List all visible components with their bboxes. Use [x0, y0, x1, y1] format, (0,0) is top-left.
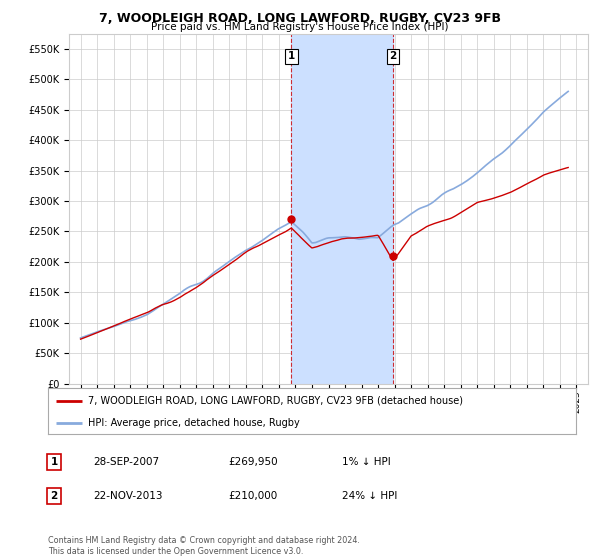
Text: 24% ↓ HPI: 24% ↓ HPI: [342, 491, 397, 501]
Text: 2: 2: [50, 491, 58, 501]
Text: 22-NOV-2013: 22-NOV-2013: [93, 491, 163, 501]
Text: 7, WOODLEIGH ROAD, LONG LAWFORD, RUGBY, CV23 9FB: 7, WOODLEIGH ROAD, LONG LAWFORD, RUGBY, …: [99, 12, 501, 25]
Text: HPI: Average price, detached house, Rugby: HPI: Average price, detached house, Rugb…: [88, 418, 299, 427]
Text: 1: 1: [50, 457, 58, 467]
Bar: [292, 34, 393, 384]
Text: £210,000: £210,000: [228, 491, 277, 501]
Text: 28-SEP-2007: 28-SEP-2007: [93, 457, 159, 467]
Text: 1% ↓ HPI: 1% ↓ HPI: [342, 457, 391, 467]
Text: £269,950: £269,950: [228, 457, 278, 467]
Text: 2: 2: [389, 52, 397, 62]
Text: 7, WOODLEIGH ROAD, LONG LAWFORD, RUGBY, CV23 9FB (detached house): 7, WOODLEIGH ROAD, LONG LAWFORD, RUGBY, …: [88, 396, 463, 406]
Text: Contains HM Land Registry data © Crown copyright and database right 2024.
This d: Contains HM Land Registry data © Crown c…: [48, 536, 360, 556]
Text: Price paid vs. HM Land Registry's House Price Index (HPI): Price paid vs. HM Land Registry's House …: [151, 22, 449, 32]
Text: 1: 1: [287, 52, 295, 62]
